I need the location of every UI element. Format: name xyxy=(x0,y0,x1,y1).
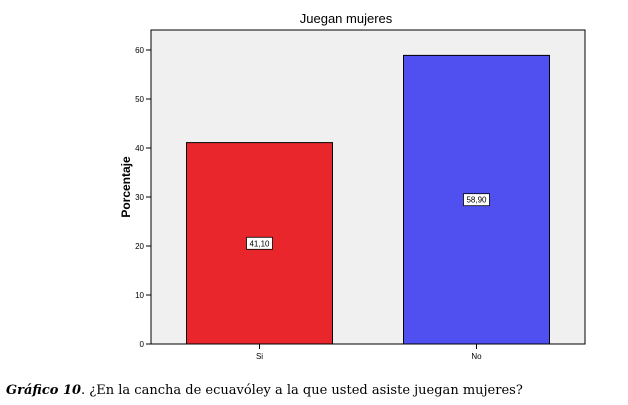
x-tick-label: No xyxy=(471,352,482,361)
y-tick-label: 30 xyxy=(135,193,144,202)
y-tick-label: 20 xyxy=(135,242,144,251)
data-label-box xyxy=(463,193,490,207)
caption-text: . ¿En la cancha de ecuavóley a la que us… xyxy=(81,383,523,398)
x-axis: Si No xyxy=(256,344,482,361)
y-tick-label: 50 xyxy=(135,95,144,104)
y-tick-label: 60 xyxy=(135,46,144,55)
x-tick-label: Si xyxy=(256,352,263,361)
figure-caption: Gráfico 10. ¿En la cancha de ecuavóley a… xyxy=(6,383,622,398)
caption-label: Gráfico 10 xyxy=(6,383,82,398)
data-label-box xyxy=(246,236,273,250)
chart-title: Juegan mujeres xyxy=(300,11,393,26)
chart: Juegan mujeres 0 10 20 30 40 50 60 41,10 58,90 … xyxy=(119,11,586,361)
bars: 41,10 58,90 xyxy=(186,54,550,345)
y-tick-label: 10 xyxy=(135,291,144,300)
y-tick-label: 0 xyxy=(140,340,145,349)
y-axis-label: Porcentaje xyxy=(119,156,133,218)
data-label: 58,90 xyxy=(466,196,487,205)
data-label: 41,10 xyxy=(249,239,270,248)
y-axis: 0 10 20 30 40 50 60 xyxy=(135,46,151,349)
y-tick-label: 40 xyxy=(135,144,144,153)
